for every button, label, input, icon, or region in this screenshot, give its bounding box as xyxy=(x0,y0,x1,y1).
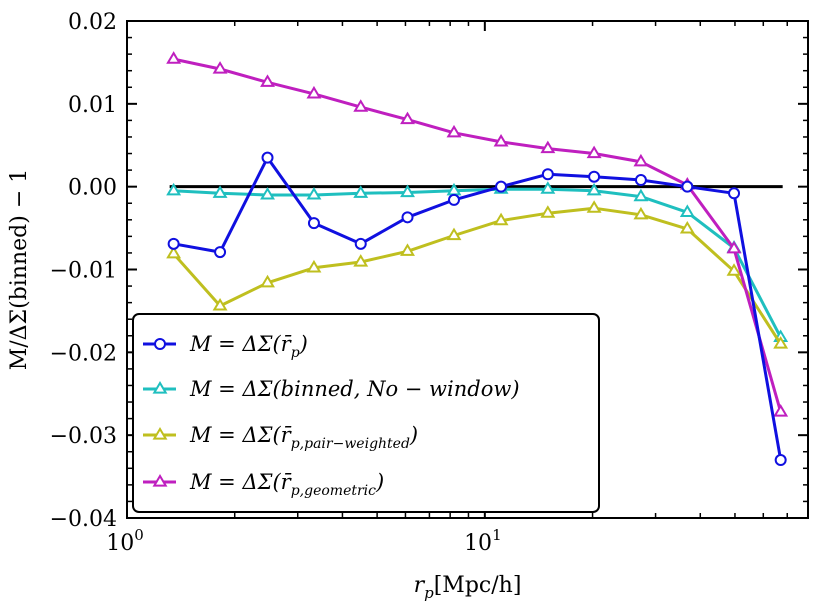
triangle-marker xyxy=(633,188,649,202)
legend-entry-3: M = ΔΣ(r̄p,geometric) xyxy=(143,470,384,499)
triangle-marker xyxy=(353,185,369,198)
triangle-marker xyxy=(540,181,556,194)
circle-marker xyxy=(447,193,460,206)
y-axis-label: M/ΔΣ(binned) − 1 xyxy=(7,169,32,371)
x-tick-label: 100 xyxy=(106,526,144,556)
triangle-marker xyxy=(773,336,789,349)
circle-marker xyxy=(214,246,227,259)
series-line xyxy=(173,156,783,461)
legend: M = ΔΣ(r̄p) M = ΔΣ(binned, No − window) M … xyxy=(132,313,600,513)
triangle-marker xyxy=(679,204,695,217)
triangle-marker xyxy=(353,99,369,112)
y-tick-label: −0.03 xyxy=(50,424,117,449)
circle-marker xyxy=(541,168,554,181)
triangle-marker xyxy=(260,274,275,288)
triangle-marker xyxy=(260,186,275,200)
circle-marker xyxy=(307,217,320,230)
triangle-marker xyxy=(306,186,322,200)
legend-entry-2: M = ΔΣ(r̄p,pair−weighted) xyxy=(143,423,418,452)
triangle-marker xyxy=(400,184,415,198)
triangle-marker xyxy=(726,240,742,254)
y-tick-label: −0.01 xyxy=(50,259,117,284)
circle-marker xyxy=(774,454,787,467)
triangle-marker xyxy=(212,61,228,74)
triangle-marker xyxy=(633,153,649,167)
legend-label: M = ΔΣ(r̄p) xyxy=(189,332,308,361)
triangle-marker xyxy=(400,111,415,125)
legend-label: M = ΔΣ(r̄p,pair−weighted) xyxy=(189,423,418,452)
circle-marker xyxy=(401,211,414,224)
triangle-marker xyxy=(212,297,228,311)
triangle-marker xyxy=(726,263,742,276)
triangle-marker xyxy=(353,254,369,267)
circle-marker xyxy=(167,237,180,250)
legend-box xyxy=(132,313,600,513)
x-tick-label: 101 xyxy=(464,526,502,556)
circle-marker xyxy=(354,237,367,250)
triangle-marker xyxy=(400,243,415,256)
triangle-marker xyxy=(446,124,462,138)
legend-label: M = ΔΣ(binned, No − window) xyxy=(189,377,520,401)
triangle-marker xyxy=(152,474,168,487)
series-layer xyxy=(166,51,789,467)
circle-marker xyxy=(495,180,508,193)
circle-marker xyxy=(728,187,741,200)
series-line xyxy=(173,57,783,413)
y-tick-label: −0.04 xyxy=(50,507,117,532)
series-line xyxy=(172,206,782,345)
triangle-marker xyxy=(260,74,275,87)
series-1 xyxy=(166,181,789,343)
triangle-marker xyxy=(540,205,556,218)
triangle-marker xyxy=(212,185,228,198)
series-0 xyxy=(167,151,787,467)
triangle-marker xyxy=(679,220,695,234)
triangle-marker xyxy=(446,227,462,241)
legend-entry-1: M = ΔΣ(binned, No − window) xyxy=(143,377,520,401)
triangle-marker xyxy=(493,212,509,226)
y-tick-label: −0.02 xyxy=(50,341,117,366)
triangle-marker xyxy=(540,140,556,154)
triangle-marker xyxy=(773,404,789,417)
triangle-marker xyxy=(586,182,602,196)
y-tick-label: 0.00 xyxy=(68,176,117,201)
circle-marker xyxy=(681,180,694,193)
triangle-marker xyxy=(306,85,322,99)
triangle-marker xyxy=(586,145,602,159)
x-axis-label: rp[Mpc/h] xyxy=(414,573,522,602)
triangle-marker xyxy=(166,182,182,196)
triangle-marker xyxy=(586,200,602,213)
series-2 xyxy=(166,200,789,349)
circle-marker xyxy=(261,151,274,164)
triangle-marker xyxy=(152,381,168,394)
legend-label: M = ΔΣ(r̄p,geometric) xyxy=(189,470,384,499)
triangle-marker xyxy=(152,427,168,440)
triangle-marker xyxy=(633,206,649,220)
circle-marker xyxy=(634,174,647,187)
triangle-marker xyxy=(166,51,182,64)
y-tick-label: 0.02 xyxy=(68,10,117,35)
triangle-marker xyxy=(493,133,509,147)
y-tick-label: 0.01 xyxy=(68,93,117,118)
circle-marker xyxy=(154,338,166,350)
triangle-marker xyxy=(306,259,322,273)
series-line xyxy=(173,187,783,339)
circle-marker xyxy=(588,170,601,183)
legend-entry-0: M = ΔΣ(r̄p) xyxy=(143,332,308,361)
triangle-marker xyxy=(166,245,182,259)
